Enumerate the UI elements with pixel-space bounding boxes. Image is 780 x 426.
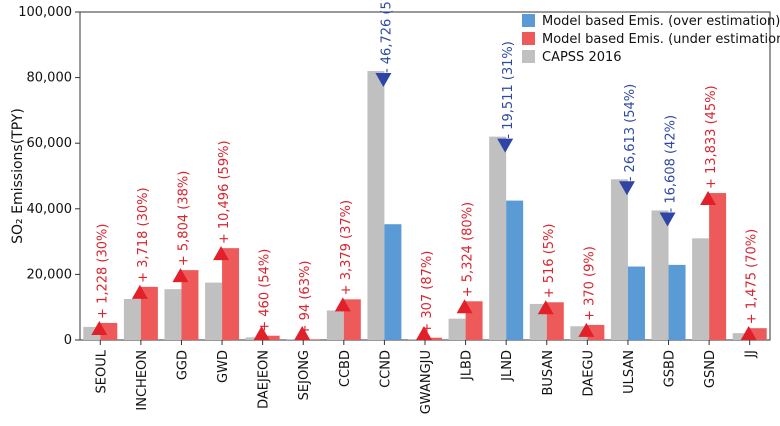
- capss-bar: [123, 299, 141, 340]
- y-tick-label: 40,000: [27, 202, 73, 217]
- y-tick-label: 100,000: [18, 5, 72, 20]
- legend-label: CAPSS 2016: [542, 50, 622, 65]
- x-tick-label: GGD: [175, 350, 190, 380]
- legend: Model based Emis. (over estimation) Model…: [522, 14, 780, 65]
- difference-annotation: + 307 (87%): [420, 251, 435, 334]
- under-estimation-marker: [537, 300, 554, 315]
- model-over-bar: [384, 224, 402, 340]
- under-estimation-marker: [213, 246, 230, 261]
- over-estimation-marker: [659, 212, 676, 227]
- difference-annotation: + 3,718 (30%): [136, 187, 151, 282]
- x-tick-label: JLND: [500, 350, 515, 382]
- capss-bar: [448, 318, 466, 340]
- capss-bar: [692, 238, 710, 340]
- legend-swatch: [522, 50, 535, 63]
- capss-bar: [732, 333, 750, 340]
- x-tick-label: CCND: [378, 350, 393, 388]
- difference-annotation: + 1,228 (30%): [95, 224, 110, 319]
- x-tick-label: ULSAN: [622, 350, 637, 394]
- under-estimation-marker: [700, 191, 717, 206]
- model-under-bar: [303, 339, 321, 340]
- capss-bar: [367, 71, 385, 340]
- under-estimation-marker: [294, 326, 311, 340]
- x-tick-label: CCBD: [338, 350, 353, 387]
- legend-label: Model based Emis. (under estimation): [542, 32, 780, 47]
- x-tick-label: GSND: [703, 350, 718, 388]
- x-tick-label: SEJONG: [297, 350, 312, 400]
- capss-bar: [489, 136, 507, 340]
- difference-annotation: + 3,379 (37%): [339, 200, 354, 295]
- y-axis-label: SO₂ Emissions(TPY): [10, 108, 26, 244]
- difference-annotation: + 516 (5%): [542, 224, 557, 299]
- model-under-bar: [425, 337, 442, 340]
- model-under-bar: [181, 270, 199, 340]
- x-tick-label: DAEJEON: [257, 350, 272, 409]
- y-axis: 0 20,000 40,000 60,000 80,000 100,000: [18, 5, 80, 348]
- difference-annotation: + 94 (63%): [298, 261, 313, 336]
- under-estimation-marker: [334, 297, 351, 312]
- model-over-bar: [506, 200, 524, 340]
- x-tick-label: DAEGU: [581, 350, 596, 396]
- x-tick-label: BUSAN: [541, 350, 556, 396]
- model-under-bar: [749, 328, 767, 340]
- y-tick-label: 80,000: [27, 71, 73, 86]
- model-over-bar: [668, 264, 686, 340]
- legend-label: Model based Emis. (over estimation): [542, 14, 780, 29]
- capss-bar: [205, 282, 223, 340]
- under-estimation-marker: [91, 320, 108, 335]
- under-estimation-marker: [416, 326, 432, 340]
- under-estimation-marker: [578, 322, 595, 337]
- over-estimation-marker: [375, 73, 392, 88]
- x-tick-label: JLBD: [460, 350, 475, 381]
- difference-annotation: + 460 (54%): [258, 249, 273, 332]
- capss-bar: [610, 179, 628, 340]
- annotations-layer: + 1,228 (30%) + 3,718 (30%) + 5,804 (38%) +…: [91, 0, 760, 340]
- under-estimation-marker: [131, 284, 148, 299]
- difference-annotation: - 46,726 (57%): [379, 0, 394, 73]
- capss-bar: [326, 310, 344, 340]
- model-under-bar: [262, 335, 280, 340]
- x-tick-label: SEOUL: [94, 349, 109, 393]
- x-axis: SEOUL INCHEON GGD GWD DAEJEON SEJONG CCBD CCND G…: [94, 340, 759, 414]
- difference-annotation: - 19,511 (31%): [501, 41, 516, 138]
- model-under-bar: [100, 322, 118, 340]
- x-tick-label: GWD: [216, 350, 231, 383]
- x-tick-label: INCHEON: [135, 350, 150, 411]
- x-tick-label: GSBD: [663, 350, 678, 387]
- model-under-bar: [140, 286, 158, 340]
- under-estimation-marker: [253, 326, 270, 340]
- under-estimation-marker: [740, 326, 757, 340]
- x-tick-label: GWANGJU: [419, 350, 434, 414]
- difference-annotation: + 13,833 (45%): [704, 85, 719, 189]
- capss-bar: [245, 337, 263, 340]
- over-estimation-marker: [497, 138, 514, 153]
- legend-swatch: [522, 14, 535, 27]
- model-under-bar: [222, 248, 240, 340]
- capss-bar: [651, 210, 669, 340]
- y-tick-label: 20,000: [27, 267, 73, 282]
- under-estimation-marker: [456, 299, 473, 314]
- legend-swatch: [522, 32, 535, 45]
- under-estimation-marker: [172, 268, 189, 283]
- bars-layer: [83, 71, 767, 340]
- difference-annotation: + 1,475 (70%): [745, 229, 760, 324]
- capss-bar: [164, 289, 182, 340]
- difference-annotation: + 5,804 (38%): [176, 171, 191, 266]
- difference-annotation: + 370 (9%): [582, 246, 597, 321]
- model-over-bar: [627, 266, 645, 340]
- y-tick-label: 60,000: [27, 136, 73, 151]
- difference-annotation: - 26,613 (54%): [623, 84, 638, 181]
- difference-annotation: - 16,608 (42%): [664, 115, 679, 212]
- over-estimation-marker: [618, 181, 635, 196]
- model-under-bar: [709, 193, 727, 340]
- y-tick-label: 0: [64, 333, 72, 348]
- difference-annotation: + 5,324 (80%): [461, 202, 476, 297]
- x-tick-label: JJ: [744, 350, 759, 359]
- difference-annotation: + 10,496 (59%): [217, 140, 232, 244]
